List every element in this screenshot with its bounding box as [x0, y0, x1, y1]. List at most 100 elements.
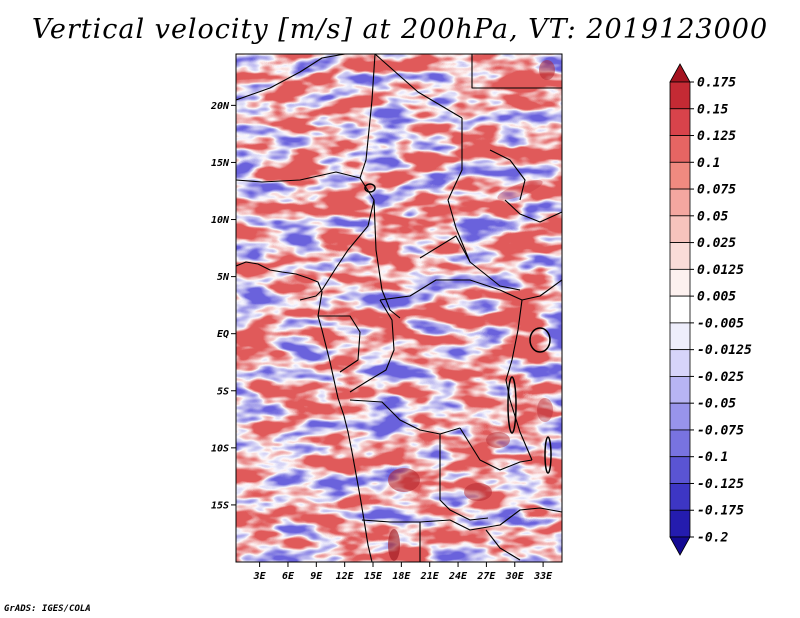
strong-updraft-patches — [388, 60, 555, 561]
lake-malawi — [544, 436, 552, 474]
colorbar-swatch — [669, 63, 691, 83]
longitude-axis: 3E 6E 9E 12E 15E 18E 21E 24E 27E 30E 33E — [253, 562, 553, 582]
lon-label: 33E — [533, 571, 553, 582]
colorbar-label: -0.005 — [697, 316, 744, 331]
border-angola-zambia — [439, 434, 489, 521]
colorbar-label: -0.025 — [697, 370, 744, 385]
border-angola-namibia — [361, 519, 451, 523]
lon-label: 18E — [392, 571, 411, 582]
colorbar-swatch — [669, 108, 691, 136]
colorbar-swatch — [669, 376, 691, 404]
lon-label: 24E — [448, 571, 468, 582]
border-car-sudan — [419, 235, 521, 291]
colorbar-label: -0.05 — [697, 397, 736, 412]
colorbar-swatch — [669, 135, 691, 163]
colorbar-label: 0.175 — [697, 76, 736, 91]
map-frame — [235, 53, 563, 563]
border-nigeria-cameroon — [321, 177, 375, 291]
border-cameroon-car — [373, 199, 401, 319]
colorbar-label: 0.1 — [697, 156, 720, 171]
colorbar-label: -0.0125 — [697, 343, 752, 358]
border-cameroon-nigeria-south — [299, 289, 323, 301]
colorbar-swatch — [669, 295, 691, 324]
border-drc-zambia — [459, 427, 533, 471]
lon-label: 27E — [476, 571, 496, 582]
updraft-patch — [539, 60, 555, 80]
lat-label: 5N — [217, 272, 230, 283]
lakes — [364, 183, 552, 474]
lat-label: 10S — [211, 443, 229, 454]
border-chad-sudan — [447, 118, 471, 263]
border-niger-north — [236, 54, 346, 101]
colorbar-swatch — [669, 242, 691, 270]
lat-label: 10N — [211, 215, 230, 226]
border-congo-drc — [349, 299, 395, 393]
border-sudan-ethiopia-east — [489, 149, 526, 201]
colorbar-label: 0.075 — [697, 183, 736, 198]
country-borders — [236, 54, 562, 562]
border-libya-chad — [374, 54, 463, 119]
colorbar-swatch — [669, 349, 691, 377]
colorbar-swatch — [669, 215, 691, 243]
chart-title: Vertical velocity [m/s] at 200hPa, VT: 2… — [31, 14, 769, 45]
lat-label: 15S — [211, 500, 229, 511]
border-egypt-sudan — [471, 54, 562, 89]
lon-label: 30E — [505, 571, 525, 582]
lat-label: 20N — [210, 101, 230, 112]
lon-label: 9E — [310, 571, 323, 582]
colorbar-swatch — [669, 429, 691, 458]
coastline-west-africa — [236, 261, 373, 562]
lake-tanganyika — [507, 376, 517, 434]
lake-victoria — [529, 327, 551, 353]
colorbar-label: -0.1 — [697, 450, 728, 465]
border-niger-chad — [359, 54, 376, 179]
colorbar-swatch — [669, 81, 691, 110]
lon-label: 3E — [253, 571, 267, 582]
colorbar-label: 0.025 — [697, 236, 736, 251]
colorbar-swatch — [669, 509, 691, 538]
grads-credit: GrADS: IGES/COLA — [4, 604, 91, 614]
lat-label: EQ — [217, 329, 229, 340]
updraft-patch — [464, 483, 492, 501]
colorbar-swatch — [669, 402, 691, 431]
lat-label: 5S — [217, 386, 229, 397]
colorbar-label: -0.125 — [697, 477, 744, 492]
border-gabon — [318, 315, 361, 373]
colorbar-label: -0.175 — [697, 504, 744, 519]
lon-label: 21E — [420, 571, 440, 582]
lake-chad — [364, 183, 376, 193]
colorbar-swatch — [669, 456, 691, 484]
border-drc-angola — [349, 399, 461, 435]
colorbar-swatch — [669, 536, 691, 556]
lon-label: 6E — [282, 571, 295, 582]
border-niger-nigeria — [236, 171, 361, 183]
border-drc-east — [505, 299, 533, 461]
colorbar-label: 0.0125 — [697, 263, 744, 278]
border-zimbabwe-south — [485, 529, 521, 561]
colorbar-swatch — [669, 483, 691, 511]
lon-label: 15E — [364, 571, 383, 582]
colorbar-label: 0.125 — [697, 129, 736, 144]
updraft-patch — [388, 468, 420, 492]
colorbar-swatch — [669, 188, 691, 217]
colorbar-swatch — [669, 161, 691, 190]
latitude-axis: 20N 15N 10N 5N EQ 5S 10S 15S — [210, 101, 236, 511]
colorbar-label: -0.075 — [697, 423, 744, 438]
border-zambia-zimbabwe — [449, 507, 562, 531]
border-south-sudan-uganda — [499, 279, 562, 301]
colorbar-swatch — [669, 268, 691, 297]
lon-label: 12E — [336, 571, 355, 582]
updraft-patch — [486, 432, 510, 448]
updraft-patch — [388, 529, 400, 561]
updraft-patch — [497, 180, 543, 200]
border-ethiopia-sudan — [504, 199, 562, 223]
updraft-patch — [537, 398, 553, 422]
colorbar-label: 0.05 — [697, 209, 728, 224]
colorbar-label: 0.005 — [697, 290, 736, 305]
colorbar-swatch — [669, 322, 691, 351]
lat-label: 15N — [211, 158, 230, 169]
colorbar-label: -0.2 — [697, 531, 728, 546]
colorbar-label: 0.15 — [697, 102, 728, 117]
